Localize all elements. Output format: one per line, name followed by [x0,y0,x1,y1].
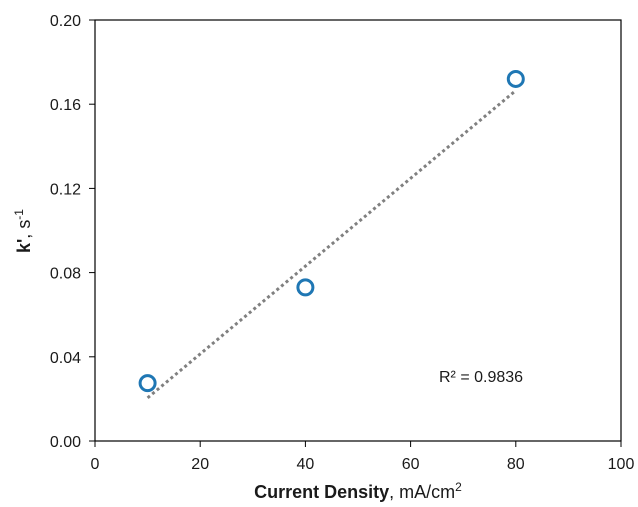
x-tick-label: 80 [507,456,525,473]
trendline-layer [146,89,517,399]
y-tick-label: 0.20 [50,13,81,30]
y-tick-label: 0.16 [50,97,81,114]
data-point [138,374,157,393]
r-squared-annotation: R² = 0.9836 [439,369,523,386]
y-tick-label: 0.04 [50,350,81,367]
x-tick-label: 60 [402,456,420,473]
data-point [296,278,315,297]
data-point [506,69,525,88]
y-tick-label: 0.00 [50,434,81,451]
x-axis-title: Current Density, mA/cm2 [254,480,462,502]
x-tick-label: 20 [191,456,209,473]
plot-frame [94,19,622,442]
x-axis-ticks: 0 20 40 60 80 100 [91,441,635,473]
data-points-layer [138,69,525,393]
trendline [146,89,517,399]
x-tick-label: 0 [91,456,100,473]
y-axis-title: k', s-1 [12,209,34,253]
y-tick-label: 0.08 [50,266,81,283]
y-tick-label: 0.12 [50,181,81,198]
y-axis-ticks: 0.00 0.04 0.08 0.12 0.16 0.20 [50,13,95,451]
x-tick-label: 40 [297,456,315,473]
x-tick-label: 100 [608,456,635,473]
